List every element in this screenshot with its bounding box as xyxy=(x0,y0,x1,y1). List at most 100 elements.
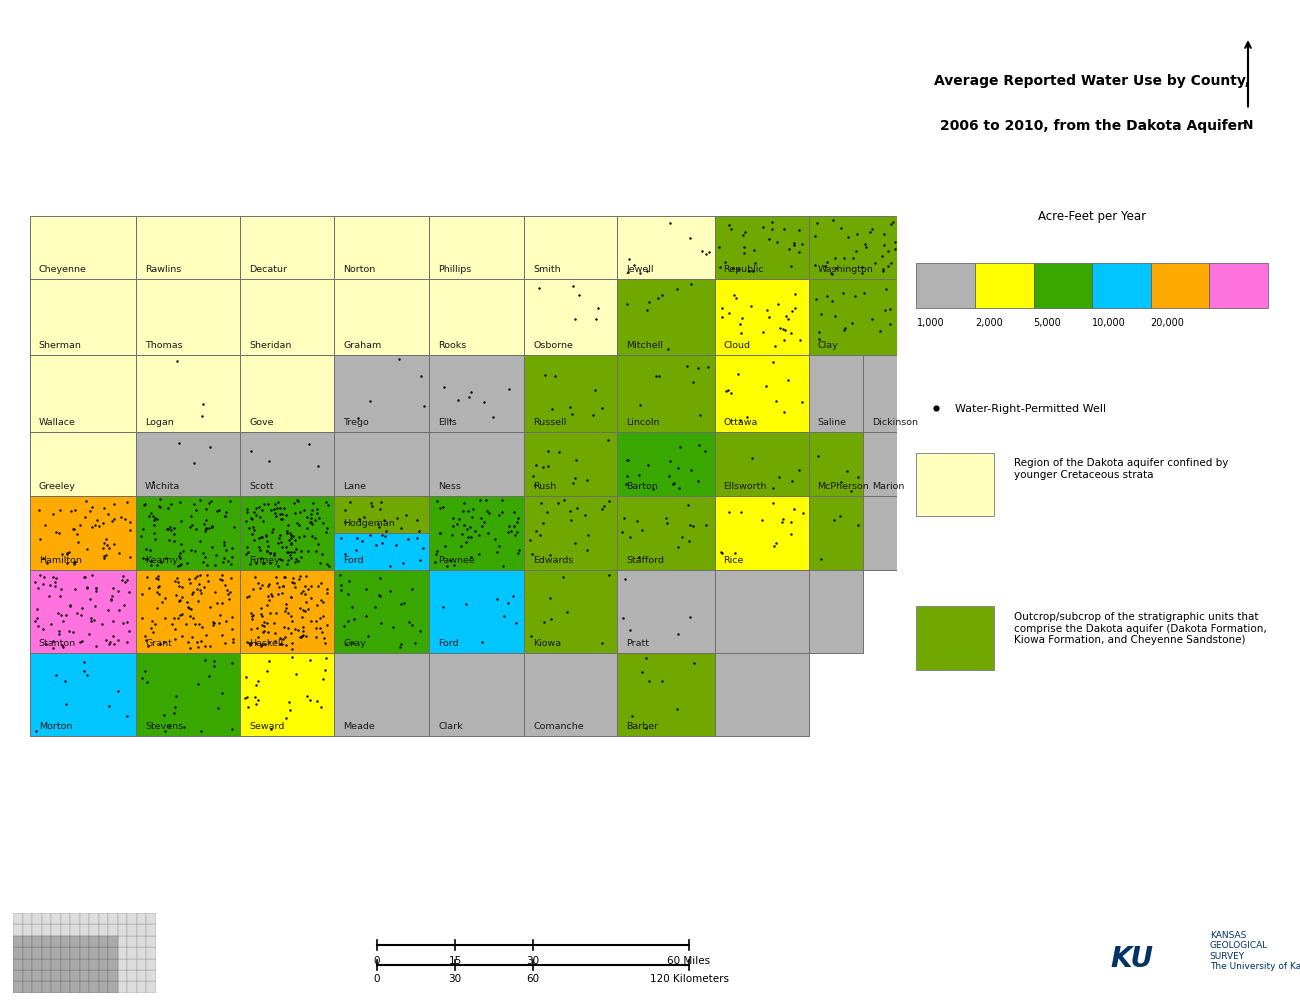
Point xyxy=(168,571,188,587)
Text: Trego: Trego xyxy=(343,417,369,426)
Point xyxy=(211,571,231,587)
Point xyxy=(259,634,280,650)
Point xyxy=(99,635,120,651)
Point xyxy=(504,505,525,521)
Point xyxy=(556,605,577,621)
Point xyxy=(166,354,187,370)
Point xyxy=(871,249,892,265)
Bar xyxy=(127,982,136,993)
Point xyxy=(166,688,187,704)
Point xyxy=(272,540,292,556)
Bar xyxy=(70,982,79,993)
Bar xyxy=(136,571,240,653)
Point xyxy=(755,378,776,394)
Point xyxy=(291,628,312,644)
Point xyxy=(282,614,303,630)
Point xyxy=(307,693,328,709)
Bar xyxy=(618,571,715,653)
Point xyxy=(283,495,304,512)
Text: 20,000: 20,000 xyxy=(1150,318,1184,328)
Text: Smith: Smith xyxy=(533,265,562,274)
Point xyxy=(503,589,524,605)
Point xyxy=(96,538,117,554)
Point xyxy=(784,236,805,252)
Text: Ford: Ford xyxy=(438,638,459,647)
Bar xyxy=(916,453,995,517)
Bar xyxy=(90,936,99,947)
Point xyxy=(598,493,619,510)
Point xyxy=(170,608,191,624)
Bar xyxy=(79,982,90,993)
Point xyxy=(212,627,233,643)
Point xyxy=(853,286,874,302)
Text: 2,000: 2,000 xyxy=(975,318,1002,328)
Point xyxy=(251,530,272,546)
Point xyxy=(285,554,306,570)
Point xyxy=(131,611,152,627)
Point xyxy=(889,263,910,279)
Point xyxy=(265,605,286,621)
Point xyxy=(84,598,105,614)
Point xyxy=(242,527,263,543)
Point xyxy=(681,277,702,293)
Point xyxy=(278,605,299,621)
Point xyxy=(577,543,598,559)
Point xyxy=(842,251,863,267)
Point xyxy=(81,610,101,626)
Point xyxy=(94,551,114,567)
Point xyxy=(156,551,177,567)
Point xyxy=(386,511,407,527)
Point xyxy=(203,615,224,631)
Point xyxy=(334,547,355,563)
Point xyxy=(411,369,432,385)
Point xyxy=(302,495,322,512)
Point xyxy=(157,522,178,538)
Point xyxy=(168,611,188,627)
Text: Grant: Grant xyxy=(146,638,172,647)
Point xyxy=(75,493,96,510)
Point xyxy=(523,468,543,484)
Bar xyxy=(863,355,919,432)
Point xyxy=(218,554,239,570)
Bar xyxy=(13,959,22,970)
Point xyxy=(525,524,546,540)
Point xyxy=(637,264,658,280)
Point xyxy=(257,625,278,641)
Point xyxy=(767,235,788,251)
Bar xyxy=(715,571,809,653)
Point xyxy=(82,568,103,584)
Point xyxy=(194,517,214,533)
Bar xyxy=(147,936,156,947)
Point xyxy=(879,302,900,318)
Point xyxy=(195,639,216,655)
Point xyxy=(285,533,306,549)
Point xyxy=(199,495,220,512)
Point xyxy=(188,677,209,693)
Bar xyxy=(13,947,22,959)
Point xyxy=(255,528,276,544)
Bar xyxy=(108,959,118,970)
Point xyxy=(311,593,332,609)
Point xyxy=(237,505,257,521)
Point xyxy=(164,526,185,542)
Point xyxy=(94,536,114,552)
Point xyxy=(202,520,222,536)
Point xyxy=(658,341,679,357)
Point xyxy=(486,592,507,608)
Point xyxy=(302,503,322,519)
Point xyxy=(277,545,298,561)
Point xyxy=(109,603,130,619)
Point xyxy=(134,663,155,679)
Point xyxy=(394,595,415,611)
Point xyxy=(376,524,396,540)
Point xyxy=(309,511,330,527)
Point xyxy=(287,516,308,532)
Point xyxy=(540,548,560,564)
Bar xyxy=(13,970,22,982)
Bar xyxy=(42,982,51,993)
Point xyxy=(491,505,512,521)
Bar xyxy=(79,970,90,982)
Point xyxy=(220,584,240,600)
Text: Mitchell: Mitchell xyxy=(627,340,663,349)
Point xyxy=(178,572,199,588)
